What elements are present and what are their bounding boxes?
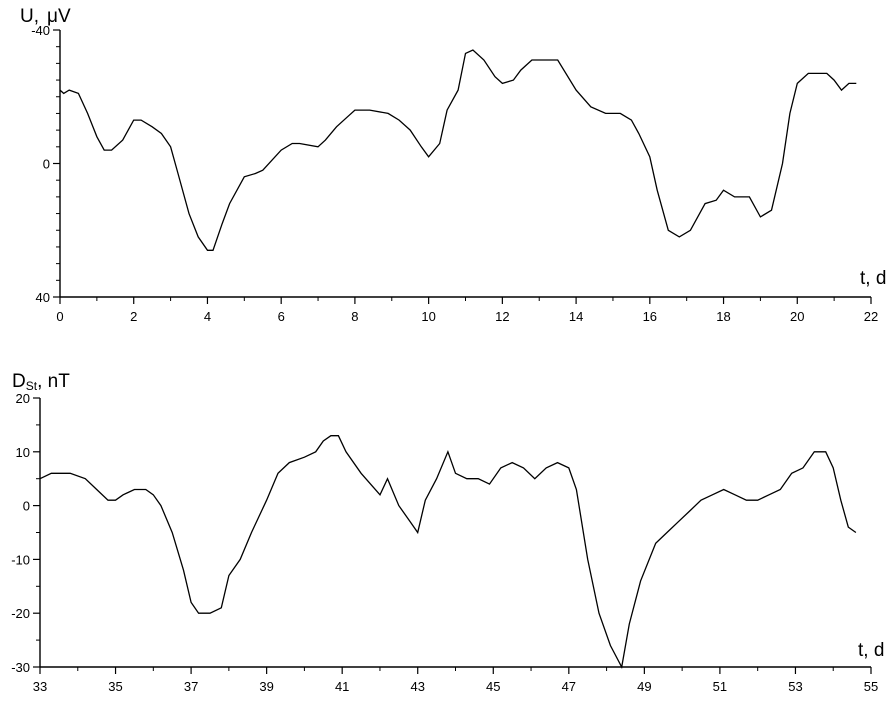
bottom-x-tick-label: 49 [637, 679, 651, 694]
u-potential-chart: 0 2 4 6 8 10 12 14 16 18 20 22 -40 0 40 U, μV t, d [20, 6, 886, 324]
bottom-x-tick-label: 47 [562, 679, 576, 694]
bottom-x-tick-label: 35 [108, 679, 122, 694]
top-y-tick-label: 0 [43, 157, 50, 172]
top-x-tick-label: 20 [790, 309, 804, 324]
bottom-x-tick-label: 33 [33, 679, 47, 694]
bottom-y-tick-label: 20 [16, 391, 30, 406]
bottom-x-tick-label: 45 [486, 679, 500, 694]
top-x-tick-label: 18 [716, 309, 730, 324]
bottom-x-tick-label: 39 [259, 679, 273, 694]
bottom-x-tick-label: 55 [864, 679, 878, 694]
top-x-axis-label: t, d [860, 268, 886, 289]
top-y-axis-label: U, μV [20, 6, 71, 27]
top-x-tick-label: 12 [495, 309, 509, 324]
bottom-x-axis-label: t, d [858, 640, 884, 661]
bottom-y-tick-label: 0 [23, 499, 30, 514]
top-x-tick-label: 16 [643, 309, 657, 324]
bottom-y-tick-label: 10 [16, 445, 30, 460]
bottom-x-tick-label: 53 [788, 679, 802, 694]
top-x-tick-label: 6 [278, 309, 285, 324]
top-y-tick-label: 40 [36, 290, 50, 305]
bottom-x-tick-label: 51 [713, 679, 727, 694]
bottom-y-tick-label: -20 [11, 606, 30, 621]
u-potential-series-line [59, 49, 857, 251]
dst-index-chart: 33 35 37 39 41 43 45 47 49 51 53 55 -30 -20 -10 0 10 20 D… [11, 371, 884, 694]
top-x-tick-label: 4 [204, 309, 211, 324]
bottom-y-tick-label: -10 [11, 552, 30, 567]
top-x-tick-label: 8 [351, 309, 358, 324]
top-x-tick-label: 22 [864, 309, 878, 324]
bottom-y-tick-label: -30 [11, 660, 30, 675]
top-x-tick-label: 2 [130, 309, 137, 324]
top-x-tick-label: 10 [421, 309, 435, 324]
bottom-x-tick-label: 43 [410, 679, 424, 694]
bottom-x-tick-label: 41 [335, 679, 349, 694]
top-x-tick-label: 14 [569, 309, 583, 324]
bottom-y-axis-label: DSt, nT [12, 371, 70, 393]
bottom-x-tick-label: 37 [184, 679, 198, 694]
top-x-tick-label: 0 [56, 309, 63, 324]
dst-series-line [39, 435, 857, 669]
top-y-tick-label: -40 [31, 23, 50, 38]
